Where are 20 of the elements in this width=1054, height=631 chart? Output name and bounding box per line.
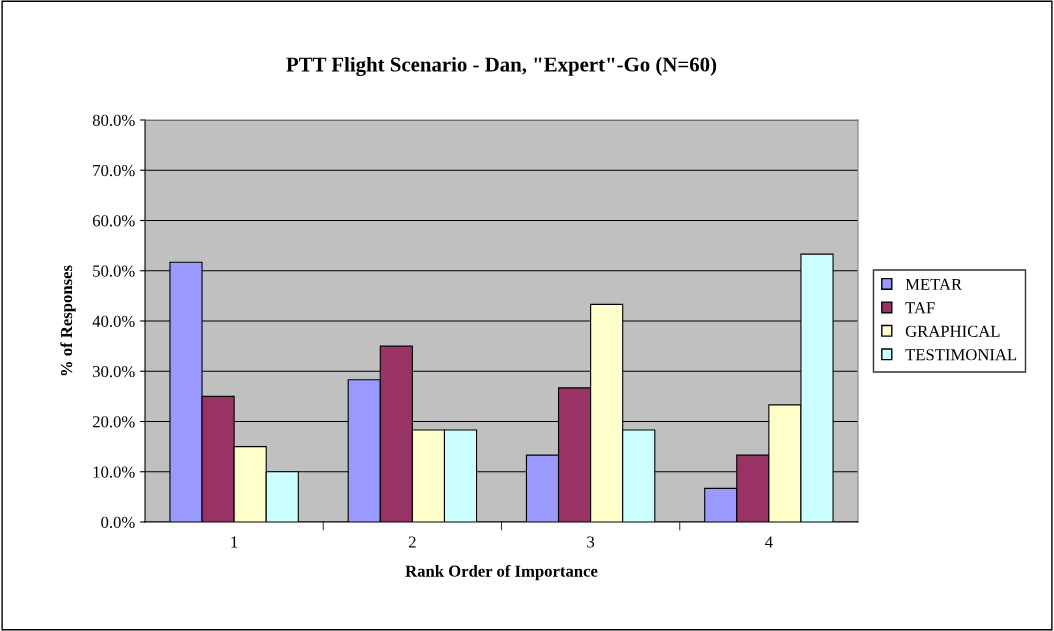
legend-label: TAF	[905, 302, 935, 314]
chart-title: PTT Flight Scenario - Dan, "Expert"-Go (N=60)	[286, 56, 717, 76]
y-tick-label: 20.0%	[92, 416, 135, 428]
y-tick-label: 60.0%	[92, 215, 135, 227]
x-tick-label: 3	[587, 536, 595, 548]
legend-label: METAR	[905, 278, 963, 290]
y-axis-title: % of Responses	[60, 265, 76, 376]
legend-label: TESTIMONIAL	[905, 349, 1017, 361]
y-tick-label: 10.0%	[93, 466, 135, 478]
y-tick-label: 0.0%	[101, 516, 135, 529]
y-tick-label: 70.0%	[93, 164, 135, 177]
x-tick-label: 1	[231, 536, 238, 548]
x-tick-label: 4	[765, 536, 773, 548]
x-axis-title: Rank Order of Importance	[405, 564, 598, 581]
y-tick-label: 50.0%	[93, 265, 135, 277]
legend-label: GRAPHICAL	[905, 325, 1000, 337]
y-tick-label: 30.0%	[93, 365, 135, 378]
x-tick-label: 2	[408, 536, 416, 548]
y-tick-label: 40.0%	[92, 315, 135, 328]
y-tick-label: 80.0%	[92, 114, 135, 127]
